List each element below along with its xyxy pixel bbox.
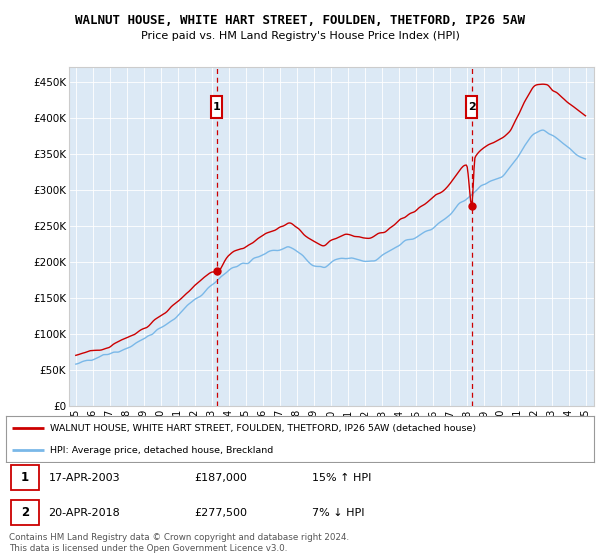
Bar (466, 96, 477, 118)
Text: HPI: Average price, detached house, Breckland: HPI: Average price, detached house, Brec… (50, 446, 274, 455)
Text: Price paid vs. HM Land Registry's House Price Index (HPI): Price paid vs. HM Land Registry's House … (140, 31, 460, 41)
Text: £187,000: £187,000 (194, 473, 247, 483)
Text: WALNUT HOUSE, WHITE HART STREET, FOULDEN, THETFORD, IP26 5AW (detached house): WALNUT HOUSE, WHITE HART STREET, FOULDEN… (50, 423, 476, 432)
Text: WALNUT HOUSE, WHITE HART STREET, FOULDEN, THETFORD, IP26 5AW: WALNUT HOUSE, WHITE HART STREET, FOULDEN… (75, 14, 525, 27)
Text: Contains HM Land Registry data © Crown copyright and database right 2024.
This d: Contains HM Land Registry data © Crown c… (9, 533, 349, 553)
Bar (11, 465, 39, 490)
Text: 1: 1 (21, 471, 29, 484)
Text: 2: 2 (468, 102, 476, 112)
Text: £277,500: £277,500 (194, 508, 247, 517)
Bar (11, 500, 39, 525)
Text: 17-APR-2003: 17-APR-2003 (49, 473, 120, 483)
Bar (211, 96, 223, 118)
Text: 15% ↑ HPI: 15% ↑ HPI (312, 473, 371, 483)
Text: 20-APR-2018: 20-APR-2018 (49, 508, 120, 517)
Text: 2: 2 (21, 506, 29, 519)
Text: 7% ↓ HPI: 7% ↓ HPI (312, 508, 364, 517)
Text: 1: 1 (213, 102, 221, 112)
